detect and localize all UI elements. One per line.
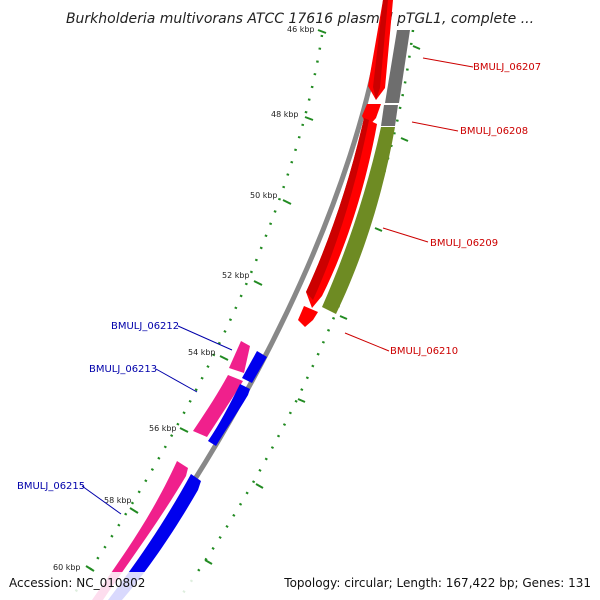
gene-label[interactable]: BMULJ_06212 [111,321,179,332]
tick-label: 52 kbp [222,271,250,280]
footer-background [0,572,600,600]
map-title: Burkholderia multivorans ATCC 17616 plas… [66,11,534,27]
tick-mark [129,507,139,514]
tick-label: 48 kbp [271,110,299,119]
gene-label[interactable]: BMULJ_06207 [473,62,541,73]
gene-label[interactable]: BMULJ_06213 [89,364,157,375]
tick-group: 46 kbp 48 kbp 50 kbp 52 kbp 54 kbp 56 kb… [53,25,327,572]
gene-BMULJ_06212-frame[interactable] [242,351,267,383]
tick-label: 46 kbp [287,25,315,34]
gene-BMULJ_06207-shade [373,0,388,100]
tick-mark [85,565,95,572]
inner-tick-ring [68,34,324,600]
gene-label[interactable]: BMULJ_06215 [17,481,85,492]
gene-BMULJ_06208-frame[interactable] [381,105,398,126]
gene-label[interactable]: BMULJ_06210 [390,346,458,357]
outer-ticks [204,45,421,565]
gene-BMULJ_06213-frame[interactable] [208,384,250,446]
tick-label: 56 kbp [149,424,177,433]
tick-mark [304,116,314,121]
tick-mark [282,199,292,205]
tick-mark [219,355,229,361]
tick-label: 60 kbp [53,563,81,572]
gene-BMULJ_06210[interactable] [298,306,318,327]
tick-mark [179,427,189,433]
outer-tick-ring [176,29,415,600]
gene-BMULJ_06207-frame[interactable] [385,30,410,103]
topology-info: Topology: circular; Length: 167,422 bp; … [283,576,591,590]
tick-mark [317,29,327,34]
gene-label[interactable]: BMULJ_06208 [460,126,528,137]
gene-BMULJ_06215[interactable] [92,461,188,600]
gene-label[interactable]: BMULJ_06209 [430,238,498,249]
gene-BMULJ_06209-frame[interactable] [322,127,395,314]
label-connectors [81,57,474,515]
gene-BMULJ_06213[interactable] [193,375,243,437]
gene-BMULJ_06215-frame[interactable] [108,474,201,600]
tick-label: 54 kbp [188,348,216,357]
tick-mark [253,280,263,286]
tick-label: 50 kbp [250,191,278,200]
tick-label: 58 kbp [104,496,132,505]
gene-BMULJ_06212[interactable] [229,341,250,373]
accession-label: Accession: NC_010802 [9,576,145,590]
gene-BMULJ_06209-shade [306,118,369,300]
